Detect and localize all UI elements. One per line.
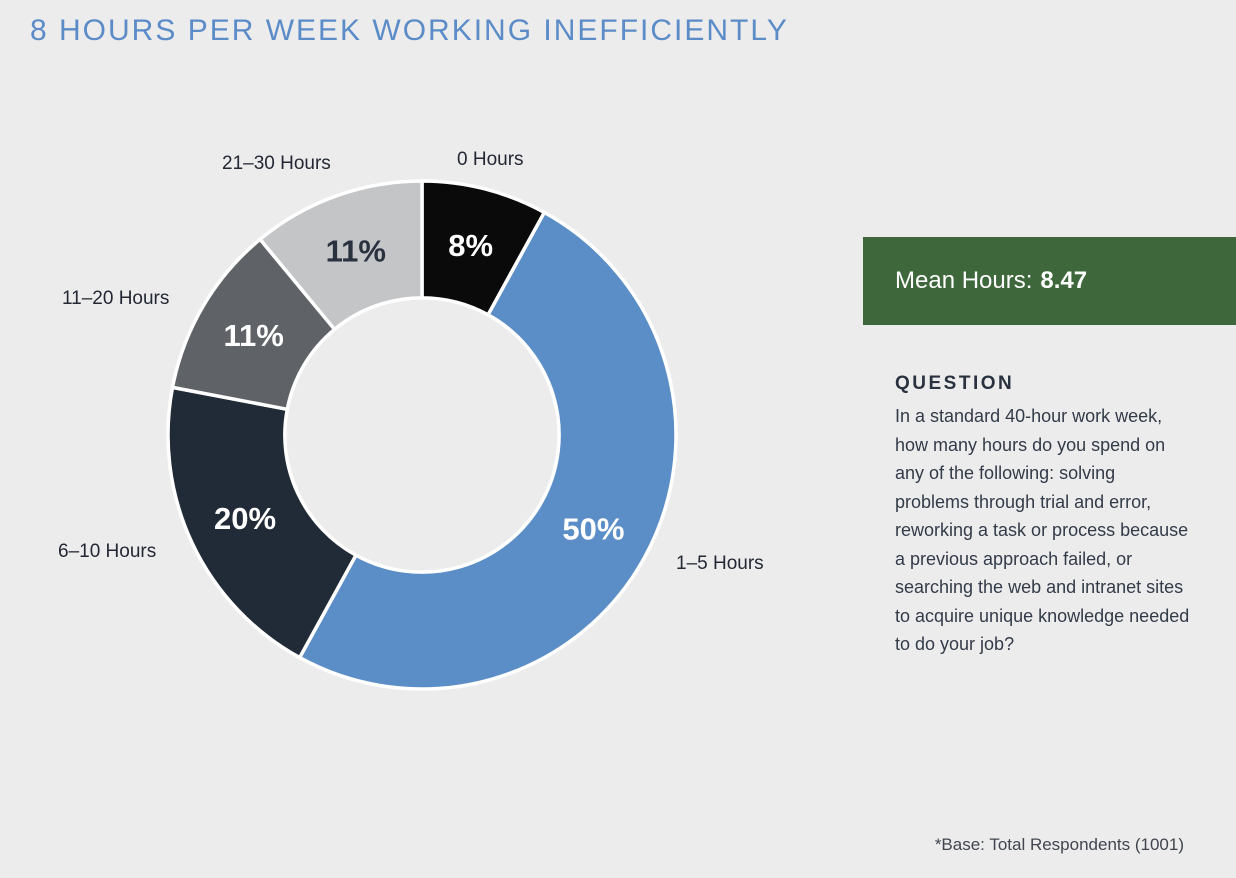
question-heading: QUESTION <box>895 373 1015 394</box>
question-block: QUESTION In a standard 40-hour work week… <box>895 373 1191 659</box>
slice-label-11-20-hours: 11–20 Hours <box>62 288 170 309</box>
slice-label-1-5-hours: 1–5 Hours <box>676 553 764 574</box>
mean-hours-value: 8.47 <box>1040 267 1088 294</box>
donut-slice-1 <box>297 210 678 691</box>
slice-label-21-30-hours: 21–30 Hours <box>222 153 331 174</box>
slice-label-0-hours: 0 Hours <box>457 149 524 170</box>
donut-slice-value-4: 11% <box>326 233 386 268</box>
donut-slice-4 <box>258 179 424 332</box>
slice-label-6-10-hours: 6–10 Hours <box>58 541 157 562</box>
page-title: 8 HOURS PER WEEK WORKING INEFFICIENTLY <box>30 14 789 47</box>
donut-chart-svg: 8% 50% 20% 11% 11% <box>166 179 678 691</box>
question-text: In a standard 40-hour work week, how man… <box>895 406 1190 654</box>
donut-slice-value-0: 8% <box>448 228 493 263</box>
donut-slice-2 <box>166 385 358 660</box>
mean-hours-banner: Mean Hours: 8.47 <box>863 237 1236 325</box>
donut-slice-value-3: 11% <box>223 318 283 353</box>
donut-chart: 8% 50% 20% 11% 11% <box>162 175 682 695</box>
donut-slice-value-2: 20% <box>214 501 276 536</box>
donut-slice-value-1: 50% <box>562 512 624 547</box>
mean-hours-label: Mean Hours: <box>895 267 1033 294</box>
base-footnote: *Base: Total Respondents (1001) <box>934 835 1184 854</box>
